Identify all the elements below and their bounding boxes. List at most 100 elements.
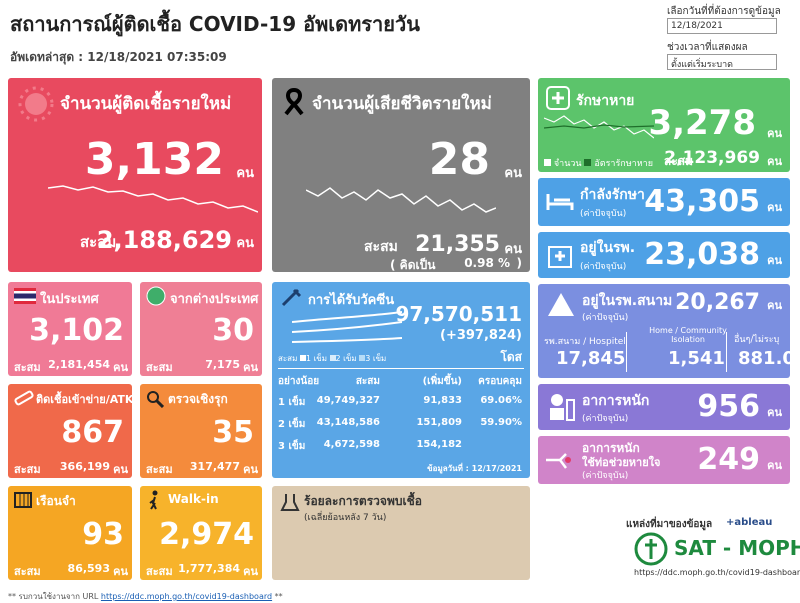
hospital-icon	[548, 246, 572, 268]
card-title: ร้อยละการตรวจพบเชื้อ	[304, 494, 422, 508]
footer-prefix: ** รบกวนใช้งานจาก URL	[8, 592, 99, 601]
total: 21,355	[415, 232, 500, 257]
severe-card: อาการหนัก (ค่าปัจจุบัน) 956 คน	[538, 384, 790, 430]
card-title: จำนวนผู้ติดเชื้อรายใหม่	[60, 94, 232, 114]
range-select[interactable]: ตั้งแต่เริ่มระบาด	[667, 54, 777, 70]
unit: คน	[767, 201, 782, 214]
total: 366,199	[59, 460, 110, 473]
divider	[626, 332, 627, 372]
proactive-card: ตรวจเชิงรุก 35 สะสม 317,477 คน	[140, 384, 262, 478]
part-value: 17,845	[556, 348, 626, 369]
ventilator-icon	[546, 453, 571, 469]
search-icon	[147, 391, 164, 408]
table-cell: 2 เข็ม	[278, 419, 306, 430]
date-label: เลือกวันที่ที่ต้องการดูข้อมูล	[667, 6, 781, 17]
tableau-logo: +ableau	[726, 517, 773, 528]
subtitle: (เฉลี่ยย้อนหลัง 7 วัน)	[304, 513, 387, 523]
value: 2,974	[159, 517, 254, 552]
part-label: อื่นๆ/ไม่ระบุ	[734, 335, 780, 345]
table-cell: 154,182	[416, 439, 462, 450]
prison-card: เรือนจำ 93 สะสม 86,593 คน	[8, 486, 132, 580]
unit: คน	[113, 565, 128, 578]
total: 317,477	[189, 460, 240, 473]
table-cell: 4,672,598	[323, 439, 380, 450]
footer-link[interactable]: https://ddc.moph.go.th/covid19-dashboard	[100, 592, 273, 601]
range-label: ช่วงเวลาที่แสดงผล	[667, 42, 748, 53]
unit: คน	[236, 166, 254, 181]
unit: คน	[767, 459, 782, 472]
table-header: ครอบคลุม	[478, 376, 522, 387]
card-title: กำลังรักษา	[580, 187, 645, 203]
legend-label: 3 เข็ม	[365, 354, 387, 363]
unit: คน	[767, 406, 782, 419]
positivity-card: ร้อยละการตรวจพบเชื้อ (เฉลี่ยย้อนหลัง 7 ว…	[272, 486, 530, 580]
total: 86,593	[67, 562, 110, 575]
total-label: สะสม	[364, 239, 398, 255]
total-label: สะสม	[146, 361, 173, 374]
unit: คน	[504, 242, 522, 257]
rate: 0.98 %	[464, 256, 510, 270]
divider	[278, 368, 524, 369]
bed-icon	[546, 194, 574, 210]
deaths-card: จำนวนผู้เสียชีวิตรายใหม่ 28 คน สะสม 21,3…	[272, 78, 530, 272]
card-title: การได้รับวัคซีน	[308, 293, 395, 308]
unit: คน	[243, 463, 258, 476]
unit: คน	[113, 361, 128, 374]
legend-label: จำนวน	[553, 159, 582, 169]
value: 3,132	[84, 134, 224, 185]
sparkline	[544, 115, 654, 139]
updated: อัพเดทล่าสุด : 12/18/2021 07:35:09	[10, 50, 227, 64]
virus-icon	[18, 86, 54, 122]
unit: คน	[767, 254, 782, 267]
domestic-card: ในประเทศ 3,102 สะสม 2,181,454 คน	[8, 282, 132, 376]
note: (ค่าปัจจุบัน)	[582, 471, 629, 481]
field-hospital-card: อยู่ในรพ.สนาม (ค่าปัจจุบัน) 20,267 คน รพ…	[538, 284, 790, 378]
card-title: อาการหนัก	[582, 441, 640, 455]
total-label: สะสม	[664, 154, 694, 168]
value: 30	[212, 313, 254, 348]
legend-label: 2 เข็ม	[335, 354, 357, 363]
part-label: Home / Community Isolation	[649, 326, 727, 344]
value: 956	[697, 389, 760, 424]
table-cell: 69.06%	[480, 395, 522, 406]
rate-close: )	[516, 256, 522, 270]
table-header: สะสม	[355, 376, 380, 387]
card-title: อาการหนัก	[582, 393, 650, 409]
walk-icon	[149, 490, 158, 510]
total-label: สะสม	[14, 565, 41, 578]
note: (ค่าปัจจุบัน)	[582, 414, 629, 424]
card-title: ตรวจเชิงรุก	[168, 392, 228, 406]
atk-icon	[14, 390, 34, 406]
unit: คน	[113, 463, 128, 476]
footer-suffix: **	[274, 592, 283, 601]
total-label: สะสม	[14, 463, 41, 476]
card-title: รักษาหาย	[576, 93, 635, 109]
vaccine-card: การได้รับวัคซีน 97,570,511 (+397,824) โด…	[272, 282, 530, 478]
card-title-2: ใช้ท่อช่วยหายใจ	[582, 456, 661, 469]
table-header: อย่างน้อย	[278, 376, 320, 387]
card-title: จำนวนผู้เสียชีวิตรายใหม่	[312, 94, 492, 114]
date-input[interactable]: 12/18/2021	[667, 18, 777, 34]
unit: คน	[767, 127, 782, 140]
total-label: สะสม	[14, 361, 41, 374]
org: SAT - MOPH	[674, 536, 800, 560]
value: 249	[697, 442, 760, 477]
legend-item: จำนวน อัตรารักษาหาย	[544, 156, 653, 170]
card-title: ในประเทศ	[40, 292, 99, 307]
as-of: ข้อมูลวันที่ : 12/17/2021	[427, 464, 522, 473]
foreign-card: จากต่างประเทศ 30 สะสม 7,175 คน	[140, 282, 262, 376]
sparkline	[292, 311, 402, 343]
table-cell: 43,148,586	[316, 417, 380, 428]
atk-card: ติดเชื้อเข้าข่าย/ATK 867 สะสม 366,199 คน	[8, 384, 132, 478]
unit: คน	[243, 361, 258, 374]
part-label: รพ.สนาม / Hospitel	[544, 337, 626, 347]
note: (ค่าปัจจุบัน)	[580, 262, 627, 272]
sparkline	[306, 187, 496, 213]
treating-card: กำลังรักษา (ค่าปัจจุบัน) 43,305 คน	[538, 178, 790, 226]
source-label: แหล่งที่มาของข้อมูล	[626, 519, 713, 530]
unit: คน	[236, 236, 254, 251]
total-label: สะสม	[80, 233, 117, 251]
card-title: ติดเชื้อเข้าข่าย/ATK	[36, 393, 132, 406]
flag-icon	[14, 288, 36, 304]
